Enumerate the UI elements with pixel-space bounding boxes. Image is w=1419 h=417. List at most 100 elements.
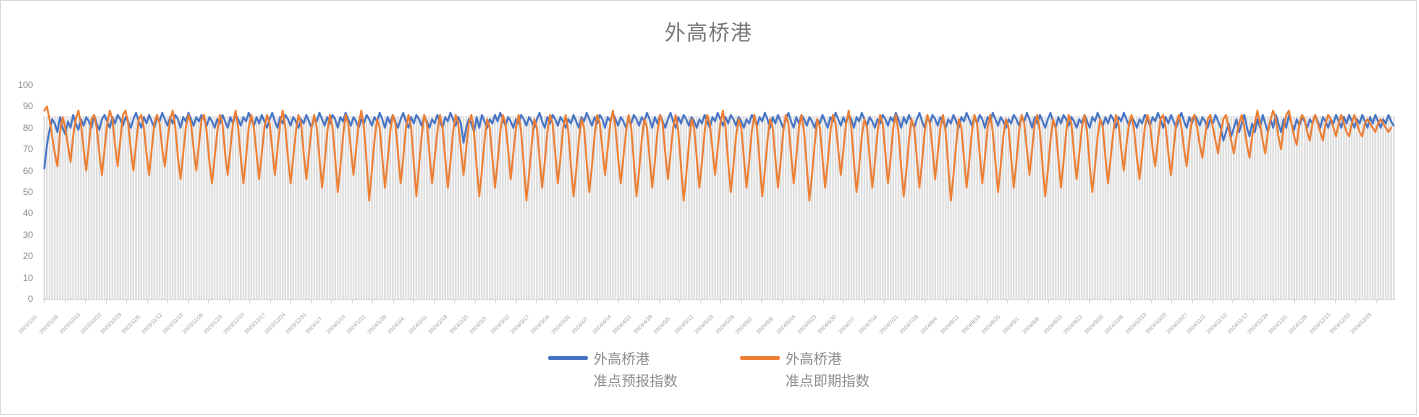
x-axis-tick-mark bbox=[495, 300, 496, 303]
x-axis-tick-mark bbox=[392, 300, 394, 303]
x-axis-tick-label: 2024/10/27 bbox=[1165, 312, 1189, 336]
legend-label-line1: 外高桥港 bbox=[593, 351, 650, 367]
x-axis-tick-label: 2024/8/4 bbox=[919, 316, 939, 336]
x-axis-tick-mark bbox=[167, 300, 169, 303]
x-axis-tick-label: 2024/6/16 bbox=[776, 314, 798, 336]
x-axis-tick-label: 2024/2/11 bbox=[407, 314, 429, 336]
x-axis-tick-mark bbox=[1355, 300, 1357, 303]
x-axis-tick-label: 2024/10/13 bbox=[1124, 312, 1148, 336]
x-axis-tick-mark bbox=[474, 300, 476, 303]
x-axis-tick-label: 2023/12/10 bbox=[223, 312, 247, 336]
x-axis-tick-label: 2024/3/24 bbox=[530, 314, 552, 336]
x-axis-tick-mark bbox=[699, 300, 701, 303]
x-axis-tick-label: 2024/5/26 bbox=[714, 314, 736, 336]
y-axis-tick-label: 20 bbox=[22, 251, 33, 262]
legend-label-line2: 准点即期指数 bbox=[785, 372, 870, 389]
x-axis-tick-mark bbox=[1293, 300, 1295, 303]
y-axis-tick-label: 60 bbox=[22, 165, 33, 176]
legend: 外高桥港 准点预报指数 外高桥港 准点即期指数 bbox=[1, 349, 1416, 392]
x-axis-tick-label: 2024/6/30 bbox=[817, 314, 839, 336]
x-axis-tick-label: 2024/4/28 bbox=[632, 314, 654, 336]
x-axis-tick-mark bbox=[617, 300, 619, 303]
x-axis-tick-mark bbox=[372, 300, 374, 303]
x-axis-tick-label: 2023/11/5 bbox=[120, 314, 142, 336]
x-axis-tick-label: 2024/6/2 bbox=[735, 316, 755, 336]
y-axis-tick-label: 0 bbox=[27, 294, 33, 304]
y-axis-tick-label: 50 bbox=[22, 187, 33, 197]
x-axis-tick-label: 2023/10/22 bbox=[79, 312, 103, 336]
x-axis-tick-label: 2024/11/10 bbox=[1206, 312, 1230, 336]
legend-label: 外高桥港 准点即期指数 bbox=[786, 349, 870, 392]
x-axis-tick-label: 2024/12/1 bbox=[1267, 314, 1289, 336]
x-axis-tick-label: 2024/8/11 bbox=[939, 314, 961, 336]
x-axis-tick-mark bbox=[208, 300, 210, 303]
x-axis-tick-label: 2023/12/24 bbox=[263, 312, 288, 336]
x-axis-tick-mark bbox=[1089, 300, 1090, 303]
x-axis-tick-label: 2024/3/3 bbox=[468, 316, 488, 336]
line-series-layer bbox=[43, 85, 1395, 299]
x-axis-tick-mark bbox=[1027, 300, 1029, 303]
x-axis-tick-mark bbox=[269, 300, 271, 303]
background-bars bbox=[43, 116, 1395, 299]
legend-item-series-forecast[interactable]: 外高桥港准点预报指数 bbox=[547, 349, 678, 392]
x-axis-tick-mark bbox=[986, 300, 988, 303]
x-axis-tick-label: 2023/11/12 bbox=[141, 312, 165, 336]
x-axis-tick-label: 2024/12/22 bbox=[1329, 312, 1353, 336]
x-axis-tick-mark bbox=[1314, 300, 1316, 303]
x-axis-tick-mark bbox=[1191, 300, 1193, 303]
x-axis-tick-label: 2023/11/26 bbox=[182, 312, 206, 336]
legend-label-line2: 准点预报指数 bbox=[593, 372, 678, 389]
x-axis-tick-mark bbox=[1130, 300, 1131, 303]
x-axis-tick-label: 2024/8/25 bbox=[980, 314, 1003, 336]
x-axis-tick-mark bbox=[1007, 300, 1009, 303]
x-axis-tick-label: 2024/6/9 bbox=[755, 316, 775, 336]
x-axis-tick-mark bbox=[966, 300, 968, 303]
x-axis-tick-label: 2024/4/14 bbox=[591, 314, 613, 336]
x-axis-tick-label: 2024/11/24 bbox=[1247, 312, 1271, 336]
x-axis-tick-mark bbox=[1232, 300, 1234, 303]
x-axis-tick-label: 2024/7/14 bbox=[858, 314, 880, 336]
y-axis-tick-label: 10 bbox=[22, 272, 33, 283]
x-axis-tick-mark bbox=[1273, 300, 1275, 303]
series-lines bbox=[43, 85, 1395, 299]
x-axis-tick-label: 2024/10/6 bbox=[1103, 314, 1126, 336]
x-axis-tick-label: 2024/2/25 bbox=[448, 314, 470, 336]
x-axis-tick-mark bbox=[781, 300, 783, 303]
x-axis-tick-mark bbox=[884, 300, 886, 303]
x-axis-tick-label: 2024/7/21 bbox=[878, 314, 900, 336]
chart-title: 外高桥港 bbox=[664, 22, 753, 45]
x-axis-tick-mark bbox=[310, 300, 312, 303]
y-axis-tick-label: 40 bbox=[22, 208, 33, 219]
x-axis-tick-label: 2024/9/1 bbox=[1001, 316, 1021, 336]
x-axis-tick-mark bbox=[761, 300, 763, 303]
x-axis-tick-mark bbox=[1109, 300, 1111, 303]
legend-item-series-spot[interactable]: 外高桥港 准点即期指数 bbox=[739, 349, 870, 392]
y-axis: 100 90 80 70 60 50 40 30 20 10 0 bbox=[1, 77, 37, 307]
x-axis-tick-label: 2024/7/7 bbox=[837, 316, 857, 336]
x-axis-tick-label: 2023/12/3 bbox=[202, 314, 224, 336]
x-axis-tick-label: 2024/6/23 bbox=[796, 314, 818, 336]
x-axis-tick-label: 2024/5/19 bbox=[694, 314, 716, 336]
x-axis-tick-label: 2024/1/21 bbox=[345, 314, 368, 336]
x-axis-tick-label: 2024/2/4 bbox=[386, 316, 406, 336]
x-axis-tick-label: 2023/10/15 bbox=[59, 312, 83, 336]
x-axis-tick-mark bbox=[576, 300, 578, 303]
x-axis-tick-label: 2024/9/29 bbox=[1083, 314, 1105, 336]
x-axis-tick-label: 2024/11/3 bbox=[1185, 314, 1207, 336]
x-axis-tick-label: 2024/1/14 bbox=[325, 314, 347, 336]
x-axis-tick-mark bbox=[290, 300, 292, 303]
x-axis-tick-label: 2024/2/18 bbox=[427, 314, 450, 336]
x-axis-tick-label: 2023/11/19 bbox=[161, 312, 185, 336]
x-axis-tick-mark bbox=[1171, 300, 1172, 303]
x-axis-tick-label: 2024/7/28 bbox=[899, 314, 921, 336]
x-axis-tick-mark bbox=[535, 300, 537, 303]
x-axis-tick-mark bbox=[904, 300, 906, 303]
legend-color-swatch bbox=[739, 356, 780, 360]
x-axis-tick-mark bbox=[454, 300, 455, 303]
x-axis-tick-mark bbox=[413, 300, 414, 303]
x-axis-tick-label: 2024/12/8 bbox=[1288, 314, 1310, 336]
x-axis-tick-mark bbox=[945, 300, 947, 303]
bar-series-layer bbox=[43, 85, 1395, 299]
x-axis-tick-mark bbox=[658, 300, 660, 303]
